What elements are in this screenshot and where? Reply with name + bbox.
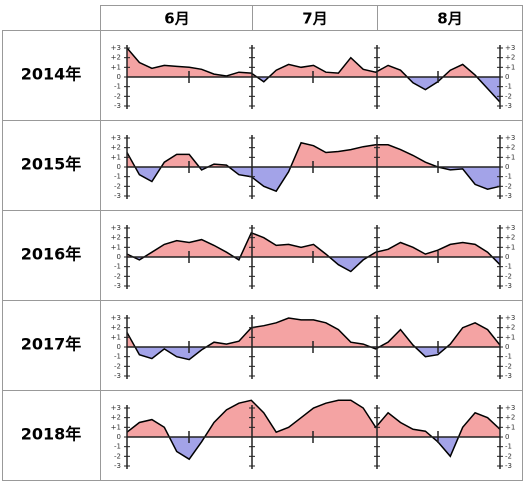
y-tick-label: 0 (117, 253, 121, 261)
year-label: 2014年 (21, 65, 82, 84)
y-tick-label: -3 (505, 192, 512, 200)
y-tick-label: 0 (117, 343, 121, 351)
y-tick-label: -3 (114, 372, 121, 380)
y-tick-label: -2 (505, 272, 512, 280)
y-tick-label: -1 (505, 443, 512, 451)
line (126, 231, 501, 273)
y-tick-label: -1 (505, 173, 512, 181)
y-tick-label: 0 (505, 253, 509, 261)
y-tick-label: -3 (114, 282, 121, 290)
year-label: 2016年 (21, 245, 82, 264)
y-tick-label: -3 (114, 192, 121, 200)
y-tick-label: +1 (505, 153, 515, 161)
month-label: 8月 (437, 10, 462, 28)
positive-area (127, 142, 500, 167)
y-tick-label: -3 (505, 462, 512, 470)
y-tick-label: +1 (505, 423, 515, 431)
y-tick-label: +2 (505, 144, 515, 152)
year-label: 2017年 (21, 335, 82, 354)
y-tick-label: +3 (505, 134, 515, 142)
y-tick-label: -1 (114, 83, 121, 91)
y-tick-label: -2 (114, 362, 121, 370)
y-tick-label: 0 (117, 433, 121, 441)
y-tick-label: -3 (505, 372, 512, 380)
y-tick-label: -3 (114, 462, 121, 470)
y-tick-label: +3 (111, 314, 121, 322)
y-tick-label: -1 (114, 173, 121, 181)
y-tick-label: +3 (111, 134, 121, 142)
y-tick-label: +2 (111, 54, 121, 62)
y-tick-label: +3 (111, 404, 121, 412)
y-tick-label: -2 (505, 362, 512, 370)
y-tick-label: +2 (111, 234, 121, 242)
y-tick-label: +1 (505, 333, 515, 341)
y-tick-label: +1 (111, 333, 121, 341)
y-tick-label: +1 (111, 423, 121, 431)
y-tick-label: +2 (111, 144, 121, 152)
month-label: 6月 (164, 10, 189, 28)
y-tick-label: 0 (117, 163, 121, 171)
y-tick-label: 0 (505, 433, 509, 441)
y-tick-label: -1 (114, 263, 121, 271)
y-tick-label: -2 (505, 452, 512, 460)
y-tick-label: +2 (505, 234, 515, 242)
y-tick-label: 0 (505, 73, 509, 81)
y-tick-label: +3 (505, 44, 515, 52)
y-tick-label: +3 (505, 224, 515, 232)
year-label: 2018年 (21, 425, 82, 444)
y-tick-label: +1 (111, 153, 121, 161)
y-tick-label: +2 (505, 54, 515, 62)
positive-area (127, 400, 500, 437)
y-tick-label: -1 (505, 353, 512, 361)
y-tick-label: +2 (111, 324, 121, 332)
positive-area (127, 318, 500, 347)
y-tick-label: 0 (505, 343, 509, 351)
y-tick-label: +2 (505, 414, 515, 422)
y-tick-label: +3 (111, 44, 121, 52)
table-frame (2, 5, 523, 481)
y-tick-label: +3 (505, 314, 515, 322)
y-tick-label: 0 (505, 163, 509, 171)
y-tick-label: -2 (114, 182, 121, 190)
y-tick-label: -2 (114, 92, 121, 100)
line (126, 317, 501, 361)
y-tick-label: -2 (505, 182, 512, 190)
year-label: 2015年 (21, 155, 82, 174)
y-tick-label: 0 (117, 73, 121, 81)
y-tick-label: -3 (114, 102, 121, 110)
y-tick-label: -1 (505, 83, 512, 91)
y-tick-label: +1 (505, 63, 515, 71)
y-tick-label: +1 (111, 243, 121, 251)
y-tick-label: +2 (505, 324, 515, 332)
y-tick-label: -1 (114, 353, 121, 361)
y-tick-label: -1 (505, 263, 512, 271)
y-tick-label: -1 (114, 443, 121, 451)
y-tick-label: +1 (505, 243, 515, 251)
y-tick-label: -2 (114, 272, 121, 280)
y-tick-label: -2 (114, 452, 121, 460)
y-tick-label: +3 (111, 224, 121, 232)
y-tick-label: -2 (505, 92, 512, 100)
y-tick-label: -3 (505, 282, 512, 290)
y-tick-label: +2 (111, 414, 121, 422)
y-tick-label: +1 (111, 63, 121, 71)
y-tick-label: +3 (505, 404, 515, 412)
month-label: 7月 (302, 10, 327, 28)
y-tick-label: -3 (505, 102, 512, 110)
